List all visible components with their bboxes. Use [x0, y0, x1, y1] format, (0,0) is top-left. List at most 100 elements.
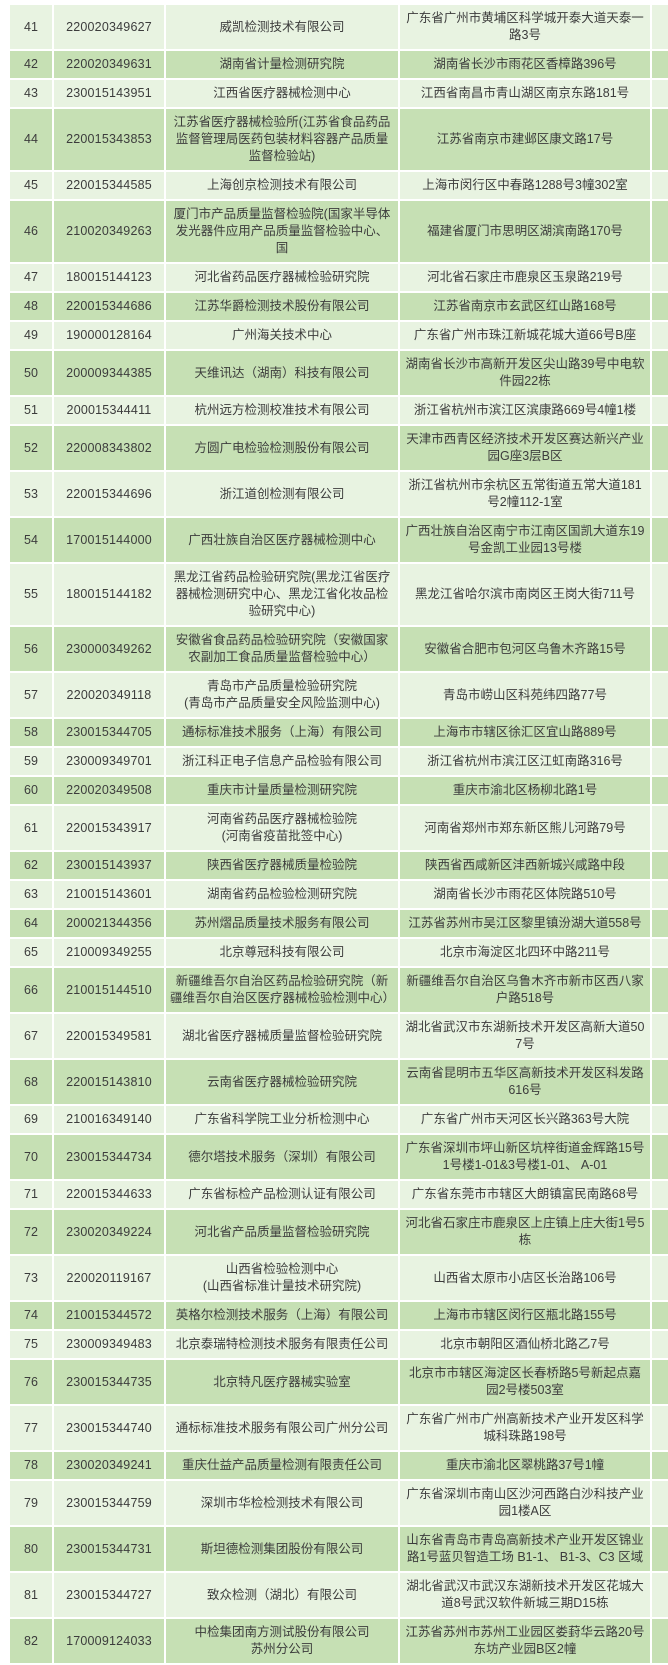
org-id-cell: 220008343802 — [52, 424, 166, 472]
cutoff-column-cell — [650, 349, 668, 397]
org-id-cell: 230015344740 — [52, 1404, 166, 1452]
row-number-cell: 60 — [8, 775, 54, 806]
org-address-cell: 北京市市辖区海淀区长春桥路5号新起点嘉园2号楼503室 — [398, 1358, 652, 1406]
cutoff-column-cell — [650, 1058, 668, 1106]
table-row: 76 230015344735 北京特凡医疗器械实验室 北京市市辖区海淀区长春桥… — [8, 1358, 668, 1406]
org-name-cell: 致众检测（湖北）有限公司 — [164, 1571, 400, 1619]
cutoff-column-cell — [650, 1104, 668, 1135]
cutoff-column-cell — [650, 1300, 668, 1331]
cutoff-column-cell — [650, 850, 668, 881]
cutoff-column-cell — [650, 107, 668, 172]
org-id-cell: 170015144000 — [52, 516, 166, 564]
table-row: 55 180015144182 黑龙江省药品检验研究院(黑龙江省医疗器械检测研究… — [8, 562, 668, 627]
org-address-cell: 江苏省南京市建邺区康文路17号 — [398, 107, 652, 172]
org-address-cell: 广东省广州市广州高新技术产业开发区科学城科珠路198号 — [398, 1404, 652, 1452]
cutoff-column-cell — [650, 470, 668, 518]
row-number-cell: 72 — [8, 1208, 54, 1256]
org-address-cell: 广东省广州市珠江新城花城大道66号B座 — [398, 320, 652, 351]
table-row: 69 210016349140 广东省科学院工业分析检测中心 广东省广州市天河区… — [8, 1104, 668, 1135]
table-row: 73 220020119167 山西省检验检测中心 (山西省标准计量技术研究院)… — [8, 1254, 668, 1302]
org-address-cell: 新疆维吾尔自治区乌鲁木齐市新市区西八家户路518号 — [398, 966, 652, 1014]
org-address-cell: 云南省昆明市五华区高新技术开发区科发路616号 — [398, 1058, 652, 1106]
org-id-cell: 230020349224 — [52, 1208, 166, 1256]
cutoff-column-cell — [650, 199, 668, 264]
row-number-cell: 49 — [8, 320, 54, 351]
table-row: 58 230015344705 通标标准技术服务（上海）有限公司 上海市市辖区徐… — [8, 717, 668, 748]
org-id-cell: 210009349255 — [52, 937, 166, 968]
table-row: 78 230020349241 重庆仕益产品质量检测有限责任公司 重庆市渝北区翠… — [8, 1450, 668, 1481]
org-id-cell: 230015344731 — [52, 1525, 166, 1573]
org-name-cell: 新疆维吾尔自治区药品检验研究院（新疆维吾尔自治区医疗器械检验检测中心） — [164, 966, 400, 1014]
table-row: 54 170015144000 广西壮族自治区医疗器械检测中心 广西壮族自治区南… — [8, 516, 668, 564]
org-name-cell: 广西壮族自治区医疗器械检测中心 — [164, 516, 400, 564]
cutoff-column-cell — [650, 1479, 668, 1527]
org-address-cell: 上海市闵行区中春路1288号3幢302室 — [398, 170, 652, 201]
row-number-cell: 64 — [8, 908, 54, 939]
row-number-cell: 48 — [8, 291, 54, 322]
org-name-cell: 英格尔检测技术服务（上海）有限公司 — [164, 1300, 400, 1331]
org-address-cell: 湖北省武汉市东湖新技术开发区高新大道507号 — [398, 1012, 652, 1060]
org-name-cell: 北京尊冠科技有限公司 — [164, 937, 400, 968]
org-id-cell: 230015344759 — [52, 1479, 166, 1527]
org-id-cell: 220015143810 — [52, 1058, 166, 1106]
org-name-cell: 北京泰瑞特检测技术服务有限责任公司 — [164, 1329, 400, 1360]
row-number-cell: 73 — [8, 1254, 54, 1302]
table-row: 51 200015344411 杭州远方检测校准技术有限公司 浙江省杭州市滨江区… — [8, 395, 668, 426]
table-row: 60 220020349508 重庆市计量质量检测研究院 重庆市渝北区杨柳北路1… — [8, 775, 668, 806]
table-row: 67 220015349581 湖北省医疗器械质量监督检验研究院 湖北省武汉市东… — [8, 1012, 668, 1060]
table-row: 79 230015344759 深圳市华检检测技术有限公司 广东省深圳市南山区沙… — [8, 1479, 668, 1527]
cutoff-column-cell — [650, 1208, 668, 1256]
org-name-cell: 江苏华爵检测技术股份有限公司 — [164, 291, 400, 322]
row-number-cell: 63 — [8, 879, 54, 910]
row-number-cell: 80 — [8, 1525, 54, 1573]
row-number-cell: 67 — [8, 1012, 54, 1060]
org-address-cell: 青岛市崂山区科苑纬四路77号 — [398, 671, 652, 719]
row-number-cell: 78 — [8, 1450, 54, 1481]
table-body: 41 220020349627 威凯检测技术有限公司 广东省广州市黄埔区科学城开… — [8, 3, 668, 1665]
org-address-cell: 湖南省长沙市高新开发区尖山路39号中电软件园22栋 — [398, 349, 652, 397]
cutoff-column-cell — [650, 3, 668, 51]
org-address-cell: 陕西省西咸新区沣西新城兴咸路中段 — [398, 850, 652, 881]
table-row: 68 220015143810 云南省医疗器械检验研究院 云南省昆明市五华区高新… — [8, 1058, 668, 1106]
table-row: 49 190000128164 广州海关技术中心 广东省广州市珠江新城花城大道6… — [8, 320, 668, 351]
org-name-cell: 重庆仕益产品质量检测有限责任公司 — [164, 1450, 400, 1481]
table-row: 74 210015344572 英格尔检测技术服务（上海）有限公司 上海市市辖区… — [8, 1300, 668, 1331]
org-name-cell: 河南省药品医疗器械检验院 (河南省疫苗批签中心) — [164, 804, 400, 852]
org-id-cell: 210015143601 — [52, 879, 166, 910]
org-id-cell: 220015344696 — [52, 470, 166, 518]
cutoff-column-cell — [650, 717, 668, 748]
row-number-cell: 45 — [8, 170, 54, 201]
org-id-cell: 210016349140 — [52, 1104, 166, 1135]
cutoff-column-cell — [650, 320, 668, 351]
org-address-cell: 江苏省南京市玄武区红山路168号 — [398, 291, 652, 322]
cutoff-column-cell — [650, 1404, 668, 1452]
org-name-cell: 通标标准技术服务（上海）有限公司 — [164, 717, 400, 748]
table-row: 66 210015144510 新疆维吾尔自治区药品检验研究院（新疆维吾尔自治区… — [8, 966, 668, 1014]
org-id-cell: 180015144123 — [52, 262, 166, 293]
org-address-cell: 安徽省合肥市包河区乌鲁木齐路15号 — [398, 625, 652, 673]
table-row: 43 230015143951 江西省医疗器械检测中心 江西省南昌市青山湖区南京… — [8, 78, 668, 109]
org-name-cell: 河北省产品质量监督检验研究院 — [164, 1208, 400, 1256]
institutions-table: 41 220020349627 威凯检测技术有限公司 广东省广州市黄埔区科学城开… — [8, 3, 668, 1665]
org-id-cell: 190000128164 — [52, 320, 166, 351]
org-id-cell: 230020349241 — [52, 1450, 166, 1481]
org-address-cell: 河南省郑州市郑东新区熊儿河路79号 — [398, 804, 652, 852]
org-id-cell: 200021344356 — [52, 908, 166, 939]
row-number-cell: 79 — [8, 1479, 54, 1527]
org-address-cell: 江苏省苏州市吴江区黎里镇汾湖大道558号 — [398, 908, 652, 939]
org-address-cell: 重庆市渝北区翠桃路37号1幢 — [398, 1450, 652, 1481]
org-name-cell: 江苏省医疗器械检验所(江苏省食品药品监督管理局医药包装材料容器产品质量监督检验站… — [164, 107, 400, 172]
row-number-cell: 66 — [8, 966, 54, 1014]
cutoff-column-cell — [650, 424, 668, 472]
org-name-cell: 德尔塔技术服务（深圳）有限公司 — [164, 1133, 400, 1181]
org-name-cell: 苏州熠品质量技术服务有限公司 — [164, 908, 400, 939]
cutoff-column-cell — [650, 170, 668, 201]
org-id-cell: 220020349508 — [52, 775, 166, 806]
org-id-cell: 170009124033 — [52, 1617, 166, 1665]
org-id-cell: 220015344585 — [52, 170, 166, 201]
org-id-cell: 230009349483 — [52, 1329, 166, 1360]
cutoff-column-cell — [650, 671, 668, 719]
row-number-cell: 54 — [8, 516, 54, 564]
org-name-cell: 厦门市产品质量监督检验院(国家半导体发光器件应用产品质量监督检验中心、国 — [164, 199, 400, 264]
cutoff-column-cell — [650, 291, 668, 322]
